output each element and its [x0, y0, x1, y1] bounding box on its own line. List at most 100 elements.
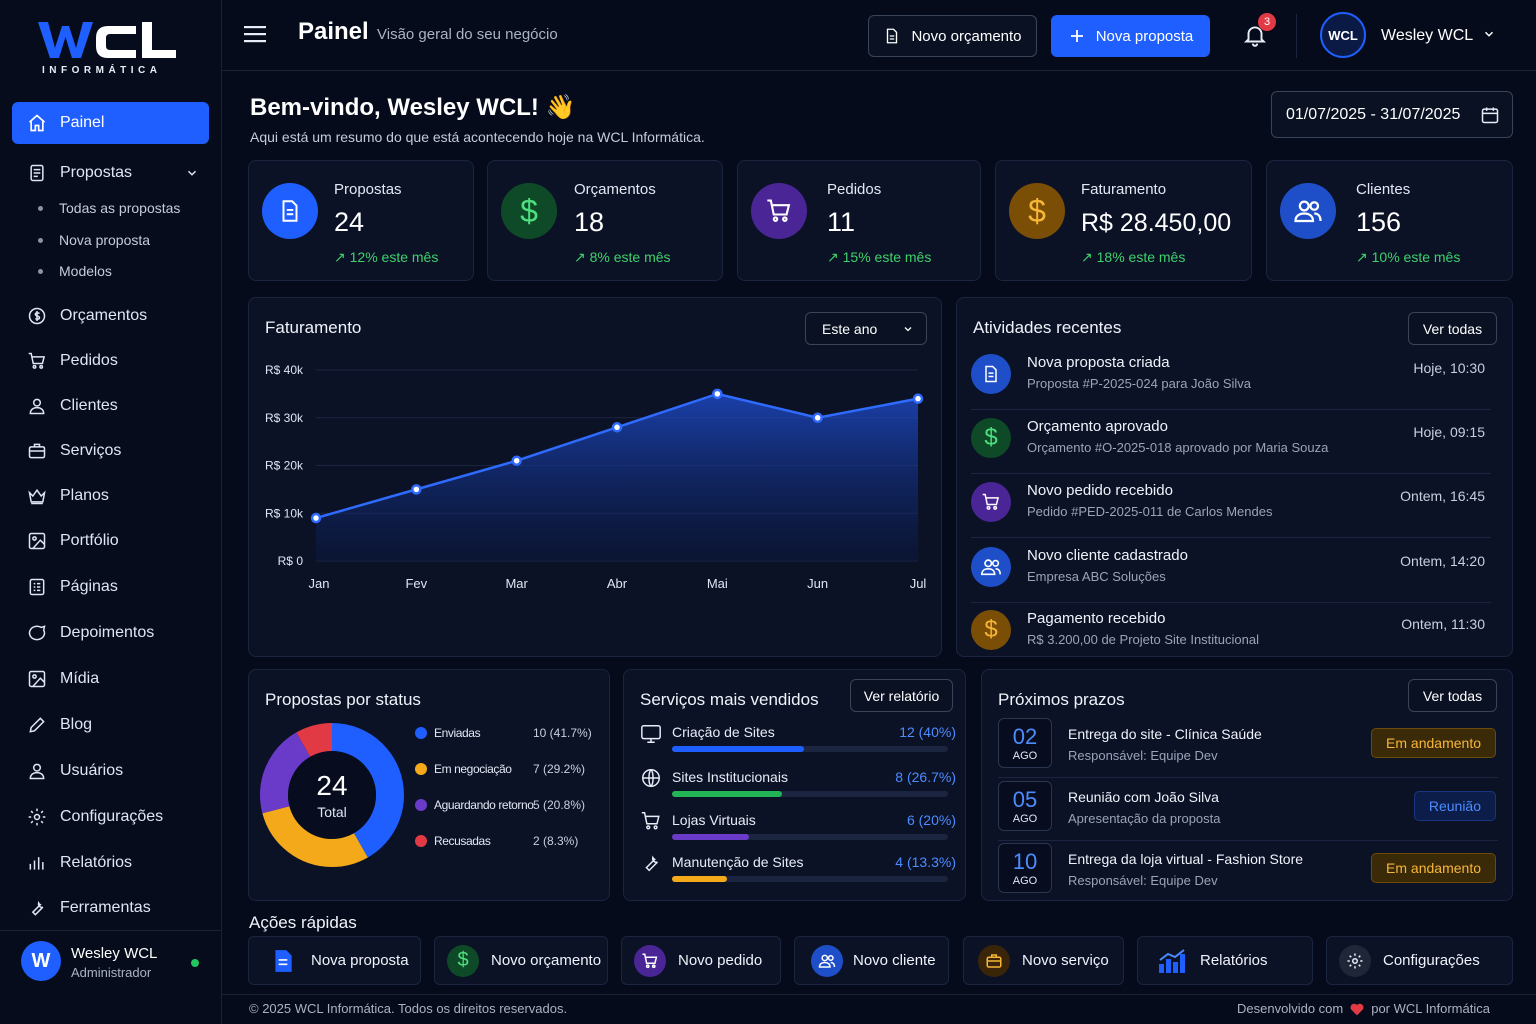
quick-new-order-button[interactable]: Novo pedido	[621, 936, 781, 985]
sidebar-item-configuracoes[interactable]: Configurações	[12, 796, 209, 838]
dollar-icon: $	[447, 944, 479, 977]
sidebar-item-relatorios[interactable]: Relatórios	[12, 842, 209, 884]
sidebar-item-pedidos[interactable]: Pedidos	[12, 340, 209, 382]
status-badge: Reunião	[1413, 791, 1496, 821]
data-point[interactable]	[812, 412, 823, 423]
stat-trend: ↗ 15% este mês	[827, 249, 932, 265]
quick-action-label: Configurações	[1383, 952, 1480, 969]
deadline-desc: Apresentação da proposta	[1068, 811, 1221, 826]
view-report-button[interactable]: Ver relatório	[850, 679, 953, 712]
new-proposal-label: Nova proposta	[1095, 27, 1194, 45]
sidebar-subitem-todas[interactable]: Todas as propostas	[38, 200, 180, 216]
sidebar-item-label: Páginas	[60, 578, 118, 595]
activity-row[interactable]: $ Pagamento recebido R$ 3.200,00 de Proj…	[971, 604, 1491, 666]
activity-row[interactable]: $ Orçamento aprovado Orçamento #O-2025-0…	[971, 412, 1491, 474]
sidebar-item-propostas[interactable]: Propostas	[12, 152, 209, 194]
sidebar-subitem-modelos[interactable]: Modelos	[38, 263, 112, 279]
card-title: Próximos prazos	[998, 690, 1125, 709]
sidebar-item-blog[interactable]: Blog	[12, 704, 209, 746]
data-point[interactable]	[511, 455, 522, 466]
data-point[interactable]	[611, 422, 623, 433]
donut-slice[interactable]	[260, 723, 404, 867]
stat-card-clientes[interactable]: Clientes 156 ↗ 10% este mês	[1266, 160, 1513, 281]
user-name[interactable]: Wesley WCL	[1381, 27, 1474, 44]
quick-new-proposal-button[interactable]: Nova proposta	[248, 936, 421, 985]
legend-dot	[415, 799, 427, 811]
new-budget-button[interactable]: Novo orçamento	[868, 15, 1037, 57]
chat-icon	[26, 622, 48, 644]
sidebar-item-label: Depoimentos	[60, 624, 155, 641]
online-status-dot	[191, 959, 199, 967]
sidebar-item-paginas[interactable]: Páginas	[12, 566, 209, 608]
service-name: Sites Institucionais	[672, 769, 788, 785]
sidebar-item-painel[interactable]: Painel	[12, 102, 209, 144]
deadline-title: Entrega da loja virtual - Fashion Store	[1068, 851, 1304, 867]
avatar: W	[21, 941, 61, 981]
sidebar-item-portfolio[interactable]: Portfólio	[12, 520, 209, 562]
sidebar-user-card[interactable]: W Wesley WCL Administrador	[0, 930, 222, 994]
data-point[interactable]	[310, 512, 322, 524]
data-point[interactable]	[912, 393, 924, 404]
period-select[interactable]: Este ano	[805, 312, 927, 345]
service-progress-track	[672, 791, 948, 797]
x-tick-label: Mar	[505, 576, 528, 591]
sidebar-item-planos[interactable]: Planos	[12, 475, 209, 517]
new-proposal-button[interactable]: Nova proposta	[1051, 15, 1210, 57]
service-progress-fill	[672, 791, 783, 797]
activity-title: Orçamento aprovado	[1027, 418, 1168, 435]
activity-row[interactable]: Nova proposta criada Proposta #P-2025-02…	[971, 348, 1491, 410]
cart-icon	[971, 482, 1011, 522]
sidebar-item-usuarios[interactable]: Usuários	[12, 750, 209, 792]
activity-row[interactable]: Novo cliente cadastrado Empresa ABC Solu…	[971, 541, 1491, 603]
y-tick-label: R$ 30k	[265, 411, 304, 425]
data-point[interactable]	[712, 388, 723, 400]
user-icon	[26, 395, 48, 417]
deadline-row[interactable]: 05 AGO Reunião com João Silva Apresentaçã…	[998, 781, 1498, 841]
stat-card-faturamento[interactable]: $ Faturamento R$ 28.450,00 ↗ 18% este mê…	[995, 160, 1252, 281]
bell-icon[interactable]	[1242, 22, 1268, 48]
sidebar-item-clientes[interactable]: Clientes	[12, 385, 209, 427]
view-all-activities-button[interactable]: Ver todas	[1408, 312, 1497, 345]
legend-item: Recusadas	[415, 834, 491, 848]
donut-slice[interactable]	[260, 723, 404, 867]
sidebar-item-servicos[interactable]: Serviços	[12, 430, 209, 472]
y-tick-label: R$ 10k	[265, 506, 304, 520]
x-tick-label: Abr	[607, 576, 628, 591]
data-point[interactable]	[411, 484, 422, 495]
menu-icon[interactable]	[244, 24, 266, 44]
sidebar-item-label: Usuários	[60, 762, 124, 779]
deadline-date: 02 AGO	[998, 718, 1052, 768]
sidebar-item-label: Pedidos	[60, 352, 118, 369]
quick-new-service-button[interactable]: Novo serviço	[963, 936, 1124, 985]
sidebar-item-depoimentos[interactable]: Depoimentos	[12, 612, 209, 654]
quick-new-budget-button[interactable]: $ Novo orçamento	[434, 936, 608, 985]
quick-new-client-button[interactable]: Novo cliente	[794, 936, 949, 985]
deadline-row[interactable]: 02 AGO Entrega do site - Clínica Saúde Re…	[998, 718, 1498, 778]
footer-credits: Desenvolvido com por WCL Informática	[1237, 1001, 1490, 1016]
donut-slice[interactable]	[260, 723, 404, 867]
deadline-row[interactable]: 10 AGO Entrega da loja virtual - Fashion …	[998, 843, 1498, 903]
date-range-picker[interactable]: 01/07/2025 - 31/07/2025	[1271, 91, 1513, 138]
deadline-date: 05 AGO	[998, 781, 1052, 831]
quick-reports-button[interactable]: Relatórios	[1137, 936, 1313, 985]
stat-card-propostas[interactable]: Propostas 24 ↗ 12% este mês	[248, 160, 474, 281]
sidebar-item-label: Orçamentos	[60, 307, 148, 324]
sidebar-item-ferramentas[interactable]: Ferramentas	[12, 887, 209, 929]
view-all-deadlines-button[interactable]: Ver todas	[1408, 679, 1497, 712]
footer-divider	[222, 994, 1536, 995]
logo[interactable]	[38, 18, 178, 62]
quick-settings-button[interactable]: Configurações	[1326, 936, 1513, 985]
legend-label: Enviadas	[434, 726, 481, 740]
sidebar-item-midia[interactable]: Mídia	[12, 658, 209, 700]
stat-title: Clientes	[1356, 181, 1411, 198]
card-title: Atividades recentes	[973, 318, 1122, 337]
chevron-down-icon[interactable]	[1482, 27, 1496, 41]
stat-card-orcamentos[interactable]: $ Orçamentos 18 ↗ 8% este mês	[487, 160, 723, 281]
sidebar-item-label: Configurações	[60, 808, 164, 825]
avatar[interactable]: WCL	[1320, 12, 1366, 58]
sidebar-subitem-nova[interactable]: Nova proposta	[38, 232, 150, 248]
chevron-down-icon[interactable]	[185, 166, 199, 180]
stat-card-pedidos[interactable]: Pedidos 11 ↗ 15% este mês	[737, 160, 981, 281]
activity-row[interactable]: Novo pedido recebido Pedido #PED-2025-01…	[971, 476, 1491, 538]
sidebar-item-orcamentos[interactable]: Orçamentos	[12, 295, 209, 337]
